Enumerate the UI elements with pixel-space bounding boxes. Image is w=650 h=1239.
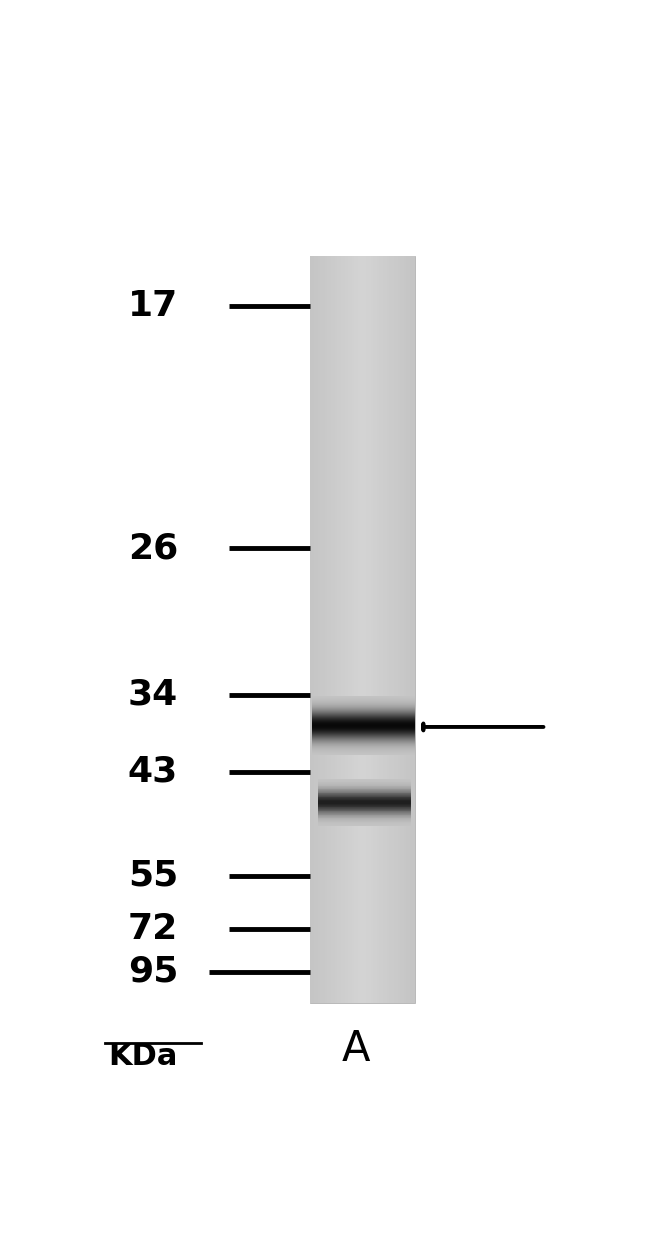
- Bar: [398, 255, 400, 1002]
- Bar: [404, 255, 406, 1002]
- Bar: [348, 255, 350, 1002]
- Text: 17: 17: [128, 289, 178, 323]
- Bar: [360, 255, 362, 1002]
- Bar: [391, 255, 393, 1002]
- Bar: [356, 255, 358, 1002]
- Bar: [337, 255, 339, 1002]
- Bar: [318, 255, 320, 1002]
- Bar: [326, 255, 329, 1002]
- Bar: [377, 255, 379, 1002]
- Bar: [335, 255, 337, 1002]
- Bar: [339, 255, 341, 1002]
- Bar: [370, 255, 372, 1002]
- Bar: [354, 255, 356, 1002]
- Bar: [310, 255, 312, 1002]
- Bar: [369, 255, 370, 1002]
- Bar: [345, 255, 348, 1002]
- Bar: [400, 255, 402, 1002]
- Text: KDa: KDa: [109, 1042, 178, 1070]
- Bar: [364, 255, 367, 1002]
- Bar: [352, 255, 354, 1002]
- Bar: [310, 255, 415, 1002]
- Bar: [408, 255, 410, 1002]
- Bar: [316, 255, 318, 1002]
- Bar: [324, 255, 326, 1002]
- Bar: [402, 255, 404, 1002]
- Bar: [314, 255, 316, 1002]
- Bar: [379, 255, 381, 1002]
- Text: 72: 72: [128, 912, 178, 947]
- Text: 95: 95: [128, 955, 178, 989]
- Bar: [331, 255, 333, 1002]
- Bar: [312, 255, 314, 1002]
- Bar: [406, 255, 408, 1002]
- Bar: [341, 255, 343, 1002]
- Text: 43: 43: [128, 755, 178, 788]
- Bar: [412, 255, 415, 1002]
- Bar: [410, 255, 412, 1002]
- Bar: [350, 255, 352, 1002]
- Bar: [367, 255, 369, 1002]
- Bar: [358, 255, 360, 1002]
- Bar: [396, 255, 398, 1002]
- Bar: [322, 255, 324, 1002]
- Bar: [375, 255, 377, 1002]
- Bar: [393, 255, 396, 1002]
- Bar: [320, 255, 322, 1002]
- Text: 55: 55: [128, 859, 178, 892]
- Bar: [385, 255, 387, 1002]
- Bar: [329, 255, 331, 1002]
- Bar: [372, 255, 375, 1002]
- Bar: [387, 255, 389, 1002]
- Bar: [381, 255, 383, 1002]
- Bar: [383, 255, 385, 1002]
- Bar: [362, 255, 364, 1002]
- Text: 26: 26: [128, 532, 178, 565]
- Bar: [343, 255, 345, 1002]
- Text: A: A: [342, 1028, 370, 1069]
- Text: 34: 34: [128, 678, 178, 711]
- Bar: [333, 255, 335, 1002]
- Bar: [389, 255, 391, 1002]
